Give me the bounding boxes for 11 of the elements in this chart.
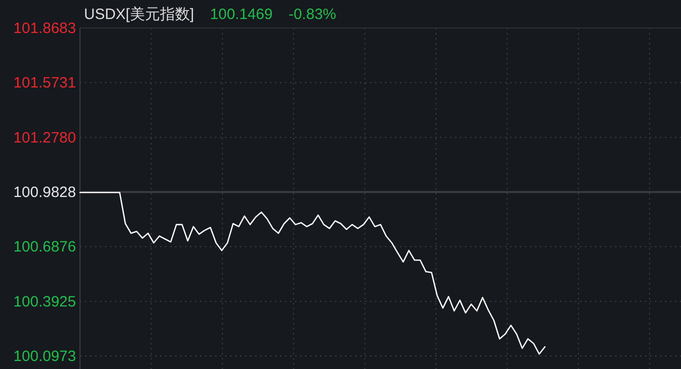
y-tick-label: 101.8683 [13,20,76,37]
y-tick-label: 100.9828 [13,184,76,201]
y-tick-label: 100.0973 [13,348,76,365]
line-series [79,192,546,355]
y-tick-label: 101.5731 [13,74,76,92]
text: -0.83% [288,6,336,23]
text: 100.1469 [210,6,273,23]
y-tick-label: 100.6876 [13,238,76,256]
y-tick-label: 101.2780 [13,129,76,146]
y-tick-label: 100.3925 [13,293,76,310]
chart-title: USDX[美元指数] [84,6,194,23]
